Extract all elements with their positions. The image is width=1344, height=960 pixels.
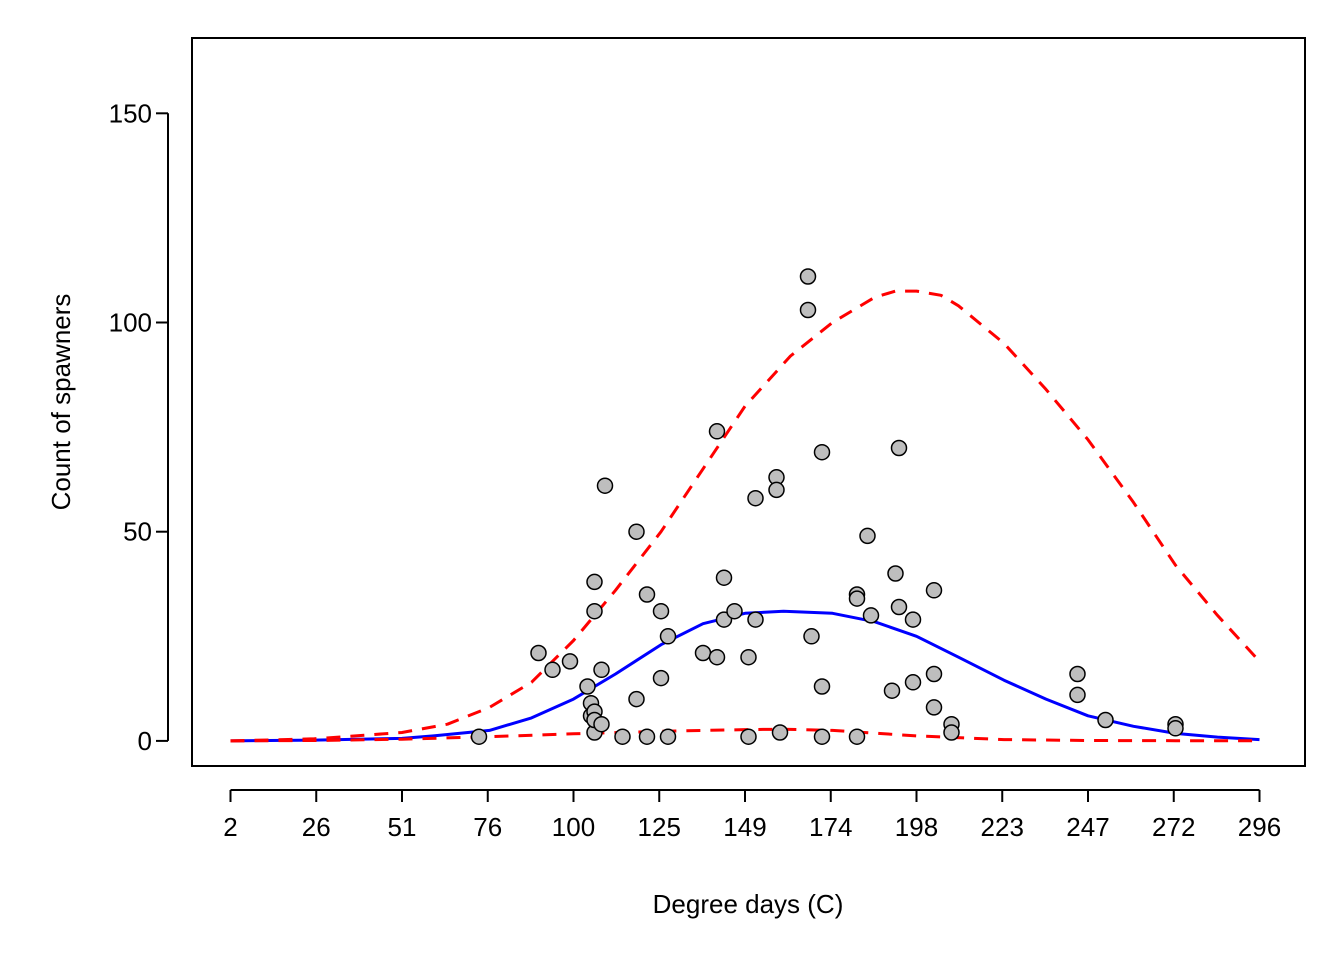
x-tick-label: 125 [638, 812, 681, 842]
data-point [652, 602, 670, 620]
y-tick-label: 50 [123, 517, 152, 547]
data-point [904, 674, 922, 691]
data-point [530, 644, 547, 662]
x-tick-label: 247 [1066, 812, 1109, 842]
data-point [1097, 711, 1114, 729]
data-point [579, 678, 596, 695]
data-point [904, 611, 922, 628]
data-point [768, 481, 785, 499]
data-point [659, 628, 677, 645]
data-point [848, 728, 866, 745]
data-point [799, 268, 817, 285]
data-point [747, 489, 764, 507]
x-tick-label: 174 [809, 812, 852, 842]
data-point [586, 602, 603, 620]
y-axis-title: Count of spawners [46, 294, 76, 511]
data-point [813, 443, 831, 461]
data-point [593, 661, 610, 679]
x-tick-label: 223 [981, 812, 1024, 842]
data-point [925, 665, 943, 683]
data-point [628, 523, 645, 540]
x-tick-label: 198 [895, 812, 938, 842]
x-tick-label: 272 [1152, 812, 1195, 842]
series-lines [230, 289, 1261, 743]
data-point [652, 669, 670, 687]
data-point [799, 301, 817, 319]
data-point [715, 569, 733, 586]
data-point [740, 728, 757, 745]
upper-bound-line [230, 289, 1261, 743]
data-point [586, 573, 603, 591]
data-point [813, 678, 831, 695]
x-axis-title: Degree days (C) [653, 889, 844, 919]
data-point [726, 602, 743, 620]
data-point [708, 423, 726, 440]
data-point [1069, 665, 1086, 683]
data-point [628, 690, 645, 708]
y-tick-label: 150 [109, 98, 152, 128]
x-tick-label: 149 [723, 812, 766, 842]
data-point [659, 728, 677, 745]
data-point [544, 661, 561, 679]
x-axis: 2 26 51 76 100 125 149 174 198 223 247 272 296 [223, 789, 1281, 842]
data-point [883, 682, 901, 699]
x-tick-label: 51 [388, 812, 417, 842]
y-axis: 0 50 100 150 [109, 98, 169, 756]
data-point [614, 728, 631, 745]
data-point [708, 648, 726, 666]
lower-bound-line [230, 727, 1260, 743]
data-point [887, 565, 904, 582]
y-tick-label: 100 [109, 308, 152, 338]
data-point [638, 586, 656, 603]
x-tick-label: 26 [302, 812, 331, 842]
data-point [771, 724, 789, 741]
data-points [470, 268, 1184, 745]
x-tick-label: 296 [1238, 812, 1281, 842]
data-point [740, 648, 757, 666]
data-point [694, 644, 712, 662]
data-point [1069, 686, 1086, 704]
data-point [1167, 720, 1184, 737]
data-point [848, 590, 866, 607]
data-point [925, 699, 943, 716]
data-point [813, 728, 831, 745]
plot-frame [191, 37, 1306, 767]
data-point [925, 582, 943, 599]
data-point [747, 611, 764, 628]
data-point [859, 527, 876, 545]
data-point [561, 653, 579, 670]
data-point [890, 439, 908, 457]
data-point [638, 728, 656, 745]
x-tick-label: 100 [552, 812, 595, 842]
data-point [596, 477, 614, 494]
data-point [943, 724, 960, 741]
y-tick-label: 0 [138, 726, 152, 756]
x-tick-label: 2 [223, 812, 237, 842]
data-point [470, 728, 488, 745]
x-tick-label: 76 [473, 812, 502, 842]
data-point [803, 628, 820, 645]
data-point [593, 715, 610, 733]
data-point [862, 607, 880, 624]
data-point [890, 598, 908, 616]
